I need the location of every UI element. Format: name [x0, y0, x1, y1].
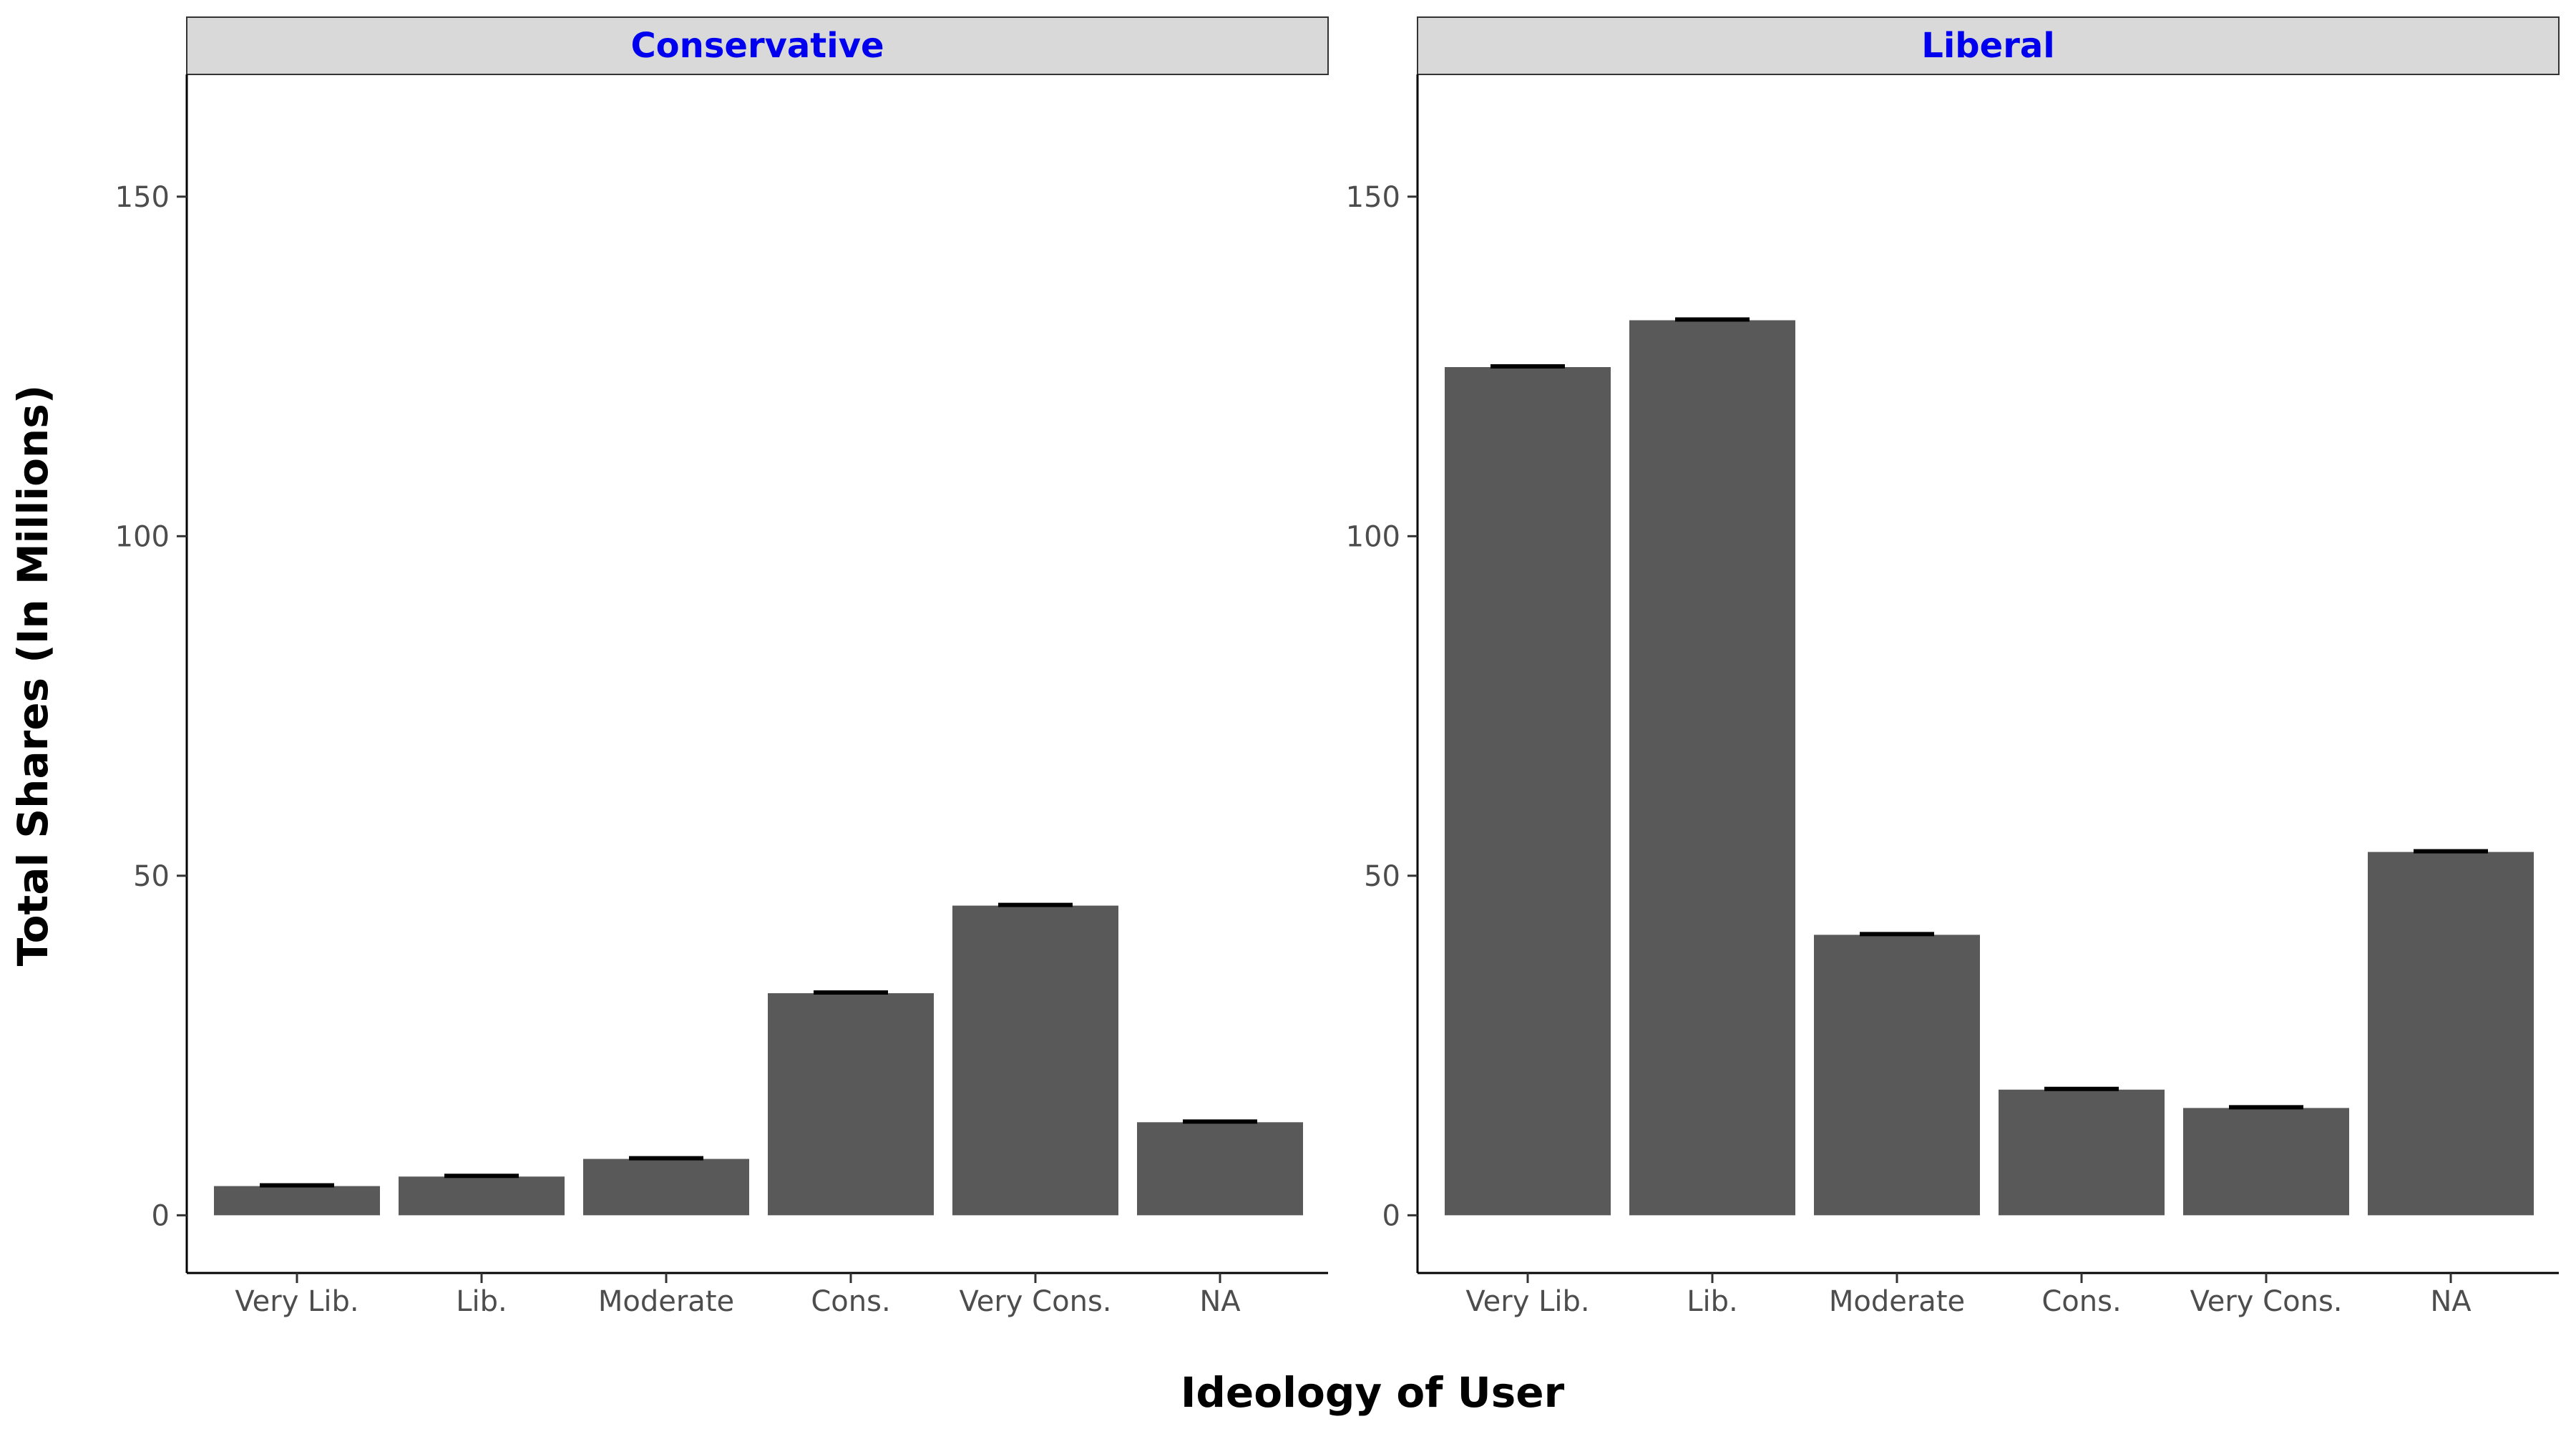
x-tick-label: Moderate — [1829, 1285, 1965, 1318]
x-tick-label: Very Cons. — [2190, 1285, 2342, 1318]
bar — [1137, 1122, 1303, 1216]
y-tick-label: 100 — [1346, 520, 1400, 553]
bar — [1814, 935, 1980, 1216]
x-tick-label: Cons. — [811, 1285, 890, 1318]
strip-background — [1417, 16, 2560, 75]
y-tick-label: 0 — [152, 1199, 170, 1232]
x-tick-label: Very Lib. — [235, 1285, 358, 1318]
strip-label: Conservative — [630, 26, 884, 66]
strip-label: Liberal — [1921, 26, 2054, 66]
x-tick-label: Lib. — [456, 1285, 507, 1318]
bar — [583, 1159, 749, 1216]
x-tick-label: NA — [2430, 1285, 2472, 1318]
y-tick-label: 0 — [1382, 1199, 1400, 1232]
strip-background — [186, 16, 1329, 75]
panels-layer: Conservative 0 50 100 150 Very Lib. Lib. Modera… — [115, 16, 2560, 1318]
x-tick-label: Very Cons. — [959, 1285, 1111, 1318]
x-tick-label: Moderate — [598, 1285, 734, 1318]
panel-liberal: Liberal 0 50 100 150 Very Lib. Lib. Moderate Con… — [1346, 16, 2560, 1318]
y-tick-label: 100 — [115, 520, 170, 553]
bar — [2183, 1108, 2349, 1216]
x-axis-title: Ideology of User — [1181, 1368, 1565, 1417]
x-tick-label: Very Lib. — [1465, 1285, 1589, 1318]
bar — [1629, 320, 1795, 1216]
bar — [2368, 852, 2534, 1216]
y-tick-label: 50 — [133, 860, 170, 893]
bar — [1445, 367, 1611, 1216]
bar — [768, 993, 934, 1216]
y-tick-label: 50 — [1364, 860, 1400, 893]
bar — [399, 1176, 565, 1216]
bar — [952, 905, 1118, 1216]
y-tick-label: 150 — [1346, 181, 1400, 214]
panel-conservative: Conservative 0 50 100 150 Very Lib. Lib. Modera… — [115, 16, 1329, 1318]
x-tick-label: NA — [1199, 1285, 1241, 1318]
bar — [1999, 1089, 2165, 1216]
y-axis-title: Total Shares (In Millions) — [9, 385, 57, 966]
x-tick-label: Lib. — [1687, 1285, 1738, 1318]
bar — [214, 1186, 380, 1216]
y-tick-label: 150 — [115, 181, 170, 214]
x-tick-label: Cons. — [2041, 1285, 2121, 1318]
